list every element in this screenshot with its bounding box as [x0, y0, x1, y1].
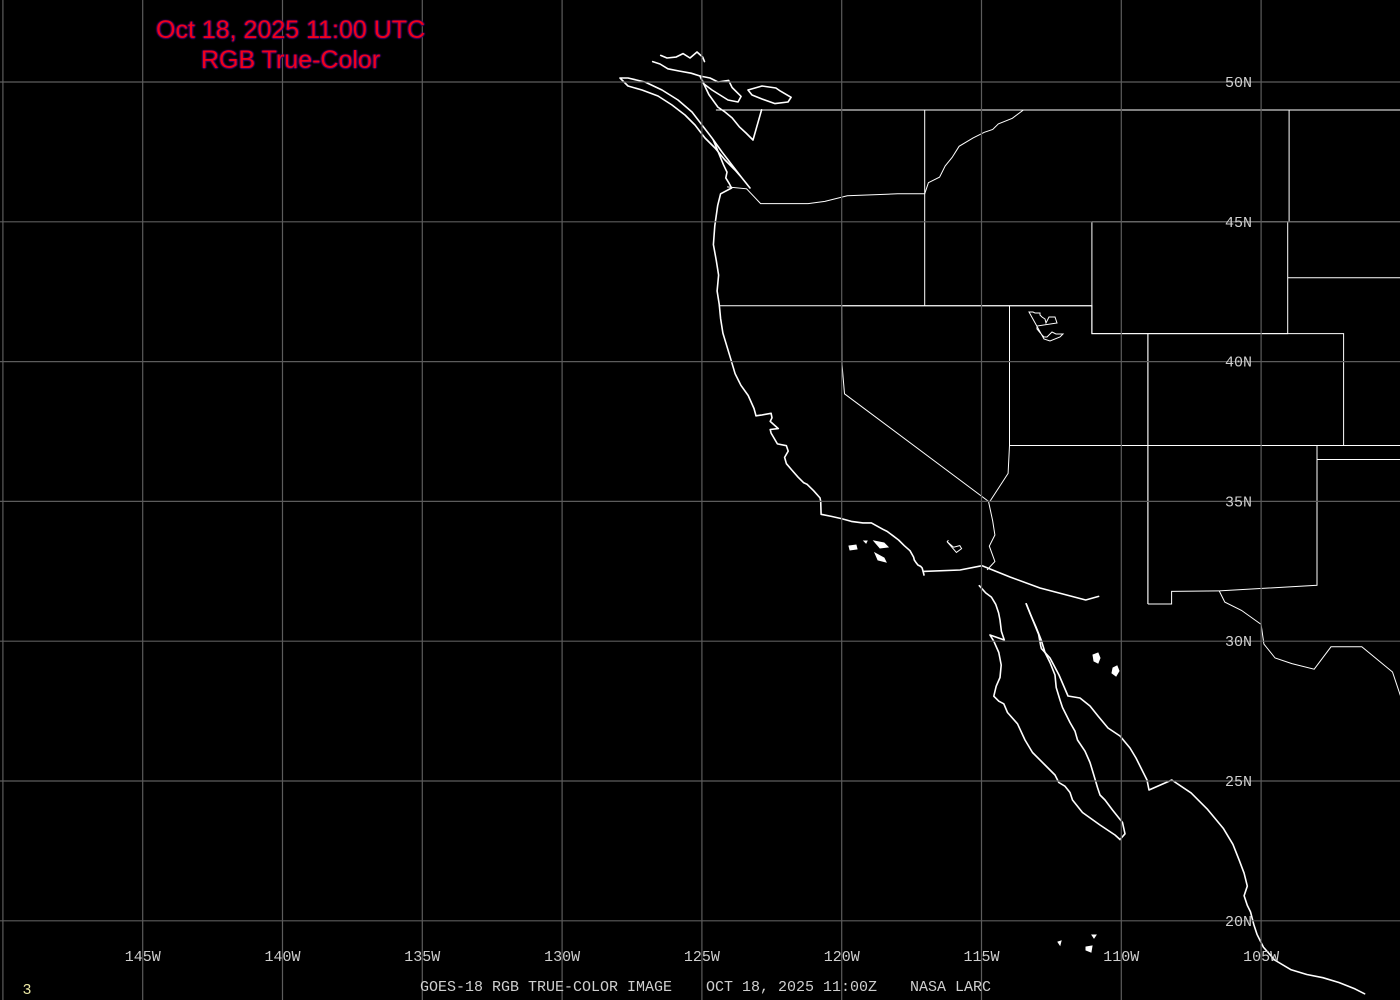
svg-text:3: 3 — [22, 982, 31, 999]
svg-text:GOES-18 RGB TRUE-COLOR IMAGE: GOES-18 RGB TRUE-COLOR IMAGE — [420, 979, 672, 996]
svg-text:50N: 50N — [1225, 75, 1252, 92]
svg-text:135W: 135W — [404, 949, 440, 966]
svg-text:115W: 115W — [963, 949, 999, 966]
svg-text:OCT 18, 2025 11:00Z: OCT 18, 2025 11:00Z — [706, 979, 877, 996]
svg-text:120W: 120W — [824, 949, 860, 966]
svg-text:105W: 105W — [1243, 949, 1279, 966]
svg-text:40N: 40N — [1225, 355, 1252, 372]
svg-text:45N: 45N — [1225, 215, 1252, 232]
svg-text:NASA LARC: NASA LARC — [910, 979, 991, 996]
svg-text:30N: 30N — [1225, 634, 1252, 651]
svg-text:110W: 110W — [1103, 949, 1139, 966]
svg-text:20N: 20N — [1225, 914, 1252, 931]
svg-text:125W: 125W — [684, 949, 720, 966]
svg-text:25N: 25N — [1225, 774, 1252, 791]
svg-text:140W: 140W — [264, 949, 300, 966]
svg-text:35N: 35N — [1225, 494, 1252, 511]
svg-text:145W: 145W — [125, 949, 161, 966]
svg-text:130W: 130W — [544, 949, 580, 966]
